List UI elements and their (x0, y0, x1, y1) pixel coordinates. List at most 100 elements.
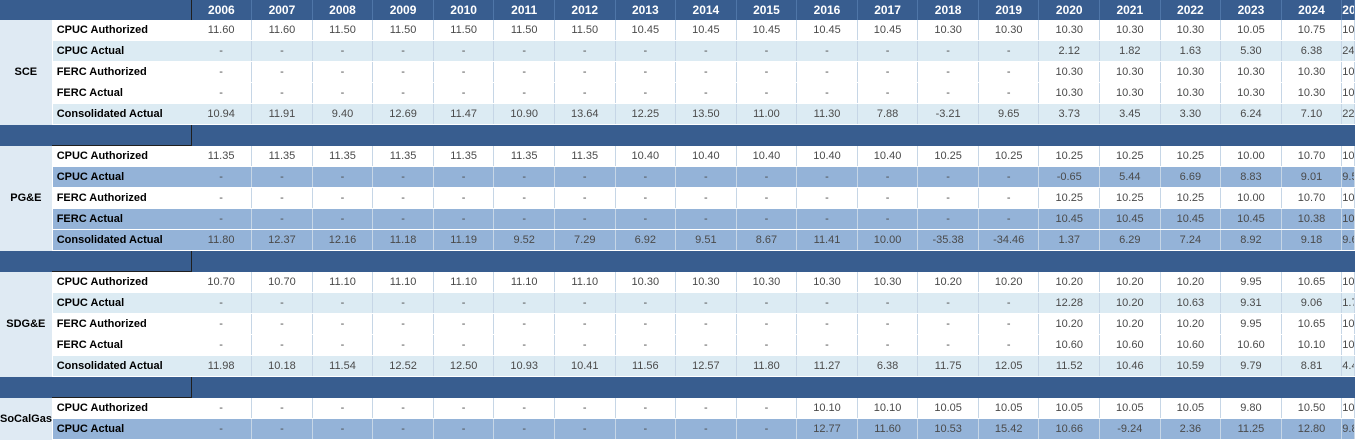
value-cell: -9.24 (1099, 418, 1161, 440)
value-cell: 9.31 (1220, 292, 1282, 314)
separator-cell (0, 124, 53, 146)
value-cell: - (675, 40, 737, 62)
value-cell: 11.98 (191, 355, 253, 377)
value-cell: - (493, 397, 555, 419)
value-cell: 10.59 (1160, 355, 1222, 377)
utility-group-label: PG&E (0, 145, 53, 251)
value-cell: 10.30 (1341, 61, 1355, 83)
value-cell: - (917, 40, 979, 62)
value-cell: 10.70 (251, 271, 313, 293)
value-cell: 5.30 (1220, 40, 1282, 62)
value-cell: - (615, 40, 677, 62)
value-cell: 10.30 (1099, 20, 1161, 41)
value-cell: 10.25 (1038, 145, 1101, 167)
value-cell: 11.56 (615, 355, 677, 377)
value-cell: 10.45 (1220, 208, 1282, 230)
header-corner-label (52, 0, 192, 20)
value-cell: 11.91 (251, 103, 313, 125)
value-cell: - (554, 292, 616, 314)
value-cell: 11.35 (493, 145, 555, 167)
value-cell: 1.37 (1038, 229, 1101, 251)
year-header-cell: 2006 (191, 0, 253, 20)
value-cell: - (433, 82, 495, 104)
value-cell: 12.69 (372, 103, 434, 125)
value-cell: 10.28 (1341, 145, 1355, 167)
value-cell: - (312, 313, 374, 335)
value-cell: - (736, 313, 798, 335)
value-cell: - (372, 397, 434, 419)
row-label: CPUC Actual (52, 40, 192, 62)
value-cell: - (191, 40, 253, 62)
utility-group-label: SCE (0, 20, 53, 125)
value-cell: 9.18 (1281, 229, 1343, 251)
value-cell: - (554, 334, 616, 356)
value-cell: 10.65 (1281, 313, 1343, 335)
value-cell: 10.45 (1160, 208, 1222, 230)
year-header-cell: 2024 (1281, 0, 1343, 20)
year-header-cell: 2020 (1038, 0, 1101, 20)
value-cell: 9.56 (1341, 166, 1355, 188)
value-cell: 11.47 (433, 103, 495, 125)
value-cell: 11.50 (372, 20, 434, 41)
value-cell: -34.46 (978, 229, 1040, 251)
value-cell: - (312, 61, 374, 83)
value-cell: 2.12 (1038, 40, 1101, 62)
value-cell: - (191, 418, 253, 440)
value-cell: - (736, 208, 798, 230)
table-row: FERC Actual - - - - - - - - - - - - - -10.60 10.60 10.60… (0, 334, 1355, 356)
value-cell: -0.65 (1038, 166, 1101, 188)
value-cell: 10.00 (1220, 187, 1282, 209)
value-cell: - (796, 61, 858, 83)
value-cell: 11.54 (312, 355, 374, 377)
value-cell: 3.45 (1099, 103, 1161, 125)
value-cell: 12.16 (312, 229, 374, 251)
value-cell: 10.40 (615, 145, 677, 167)
value-cell: 10.30 (1038, 61, 1101, 83)
value-cell: - (675, 418, 737, 440)
year-header-cell: 2013 (615, 0, 677, 20)
value-cell: 10.25 (1160, 187, 1222, 209)
value-cell: - (857, 40, 919, 62)
value-cell: 11.10 (493, 271, 555, 293)
value-cell: 10.30 (1099, 82, 1161, 104)
value-cell: - (312, 418, 374, 440)
value-cell: 10.30 (1220, 82, 1282, 104)
year-header-row: 2006 2007 2008 2009 2010 2011 2012 2013 2014 2015… (0, 0, 1355, 20)
value-cell: 11.60 (251, 20, 313, 41)
value-cell: - (615, 334, 677, 356)
value-cell: 10.25 (1038, 187, 1101, 209)
row-label: FERC Authorized (52, 61, 192, 83)
value-cell: - (796, 334, 858, 356)
value-cell: - (191, 397, 253, 419)
value-cell: - (554, 313, 616, 335)
table-row: Consolidated Actual 10.94 11.91 9.40 12.69 11… (0, 103, 1355, 125)
value-cell: 10.25 (978, 145, 1040, 167)
value-cell: 10.33 (1341, 20, 1355, 41)
value-cell: - (554, 82, 616, 104)
value-cell: - (372, 313, 434, 335)
table-row: CPUC Actual - - - - - - - - - -12.77 11.60 10.53 15.4… (0, 418, 1355, 440)
value-cell: 1.63 (1160, 40, 1222, 62)
value-cell: 1.71 (1341, 292, 1355, 314)
value-cell: 4.46 (1341, 355, 1355, 377)
value-cell: 10.30 (1160, 82, 1222, 104)
separator-cell (191, 250, 1355, 272)
value-cell: 10.45 (1038, 208, 1101, 230)
value-cell: - (675, 187, 737, 209)
table-row: SoCalGas CPUC Authorized - - - - - - - - - -10.10 10… (0, 397, 1355, 440)
value-cell: - (736, 334, 798, 356)
value-cell: - (796, 82, 858, 104)
year-header-cell: 2008 (312, 0, 374, 20)
value-cell: - (857, 334, 919, 356)
value-cell: 10.45 (675, 20, 737, 41)
value-cell: - (251, 166, 313, 188)
value-cell: - (251, 208, 313, 230)
value-cell: 2.36 (1160, 418, 1222, 440)
value-cell: 10.30 (1160, 61, 1222, 83)
value-cell: - (312, 82, 374, 104)
value-cell: 11.10 (554, 271, 616, 293)
value-cell: - (796, 40, 858, 62)
value-cell: - (251, 40, 313, 62)
table-row: FERC Actual - - - - - - - - - - - - - -10.30 10.30 10.30… (0, 82, 1355, 104)
value-cell: 6.92 (615, 229, 677, 251)
